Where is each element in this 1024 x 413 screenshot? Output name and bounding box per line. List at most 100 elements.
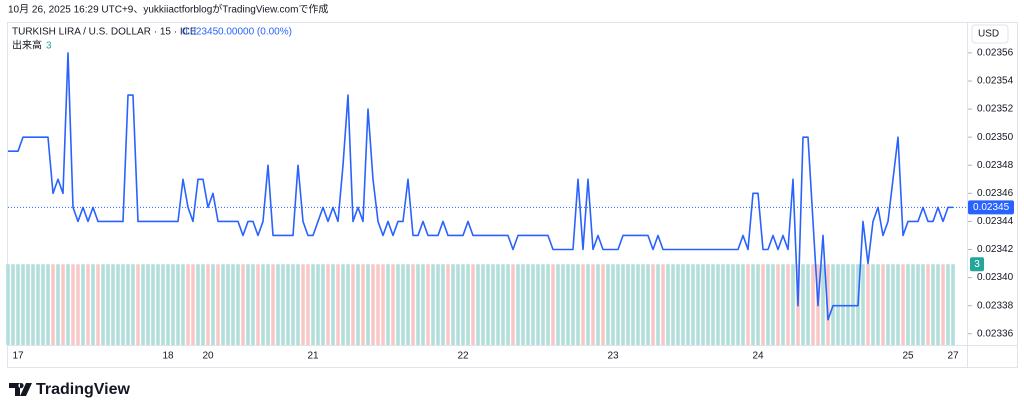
- x-tick-label: 17: [12, 351, 24, 362]
- volume-bar: [171, 264, 175, 345]
- price-line: [8, 52, 953, 321]
- volume-bar: [191, 264, 195, 345]
- volume-bar: [196, 264, 200, 345]
- volume-bar: [601, 264, 605, 345]
- volume-bar: [6, 264, 10, 345]
- volume-bar: [261, 264, 265, 345]
- volume-bar: [461, 264, 465, 345]
- volume-bar: [571, 264, 575, 345]
- volume-bar: [746, 264, 750, 345]
- volume-bar: [136, 264, 140, 345]
- volume-bar: [756, 264, 760, 345]
- volume-bar: [406, 264, 410, 345]
- volume-bar: [311, 264, 315, 345]
- volume-bar: [456, 264, 460, 345]
- last-volume-box: [970, 257, 984, 272]
- volume-bar: [201, 264, 205, 345]
- volume-bar: [646, 264, 650, 345]
- volume-bar: [71, 264, 75, 345]
- currency-box[interactable]: [971, 24, 1009, 44]
- currency-label[interactable]: USD: [978, 29, 999, 40]
- legend-title: TURKISH LIRA / U.S. DOLLAR · 15 · ICE: [12, 27, 197, 38]
- volume-bar: [236, 264, 240, 345]
- volume-bar: [661, 264, 665, 345]
- volume-bar: [566, 264, 570, 345]
- volume-bar: [176, 264, 180, 345]
- volume-bar: [361, 264, 365, 345]
- y-tick-label: 0.02348: [977, 160, 1014, 171]
- volume-bar: [721, 264, 725, 345]
- volume-bar: [411, 264, 415, 345]
- volume-bar: [81, 264, 85, 345]
- volume-bar: [476, 264, 480, 345]
- logo: TradingView: [9, 381, 131, 398]
- volume-bar: [211, 264, 215, 345]
- header-caption: 10月 26, 2025 16:29 UTC+9、yukkiiactforblo…: [8, 3, 328, 16]
- volume-bar: [651, 264, 655, 345]
- volume-bar: [556, 264, 560, 345]
- volume-bar: [726, 264, 730, 345]
- volume-bar: [611, 264, 615, 345]
- y-tick-label: 0.02352: [977, 104, 1014, 115]
- logo-mark: [9, 383, 32, 396]
- last-price-box: [968, 200, 1014, 215]
- volume-bar: [141, 264, 145, 345]
- volume-bar: [671, 264, 675, 345]
- volume-bar: [256, 264, 260, 345]
- x-tick-label: 27: [947, 351, 959, 362]
- volume-bar: [696, 264, 700, 345]
- volume-bar: [161, 264, 165, 345]
- volume-bar: [216, 264, 220, 345]
- volume-bar: [516, 264, 520, 345]
- volume-bar: [156, 264, 160, 345]
- volume-bar: [346, 264, 350, 345]
- volume-bar: [771, 264, 775, 345]
- volume-bar: [26, 264, 30, 345]
- volume-bar: [221, 264, 225, 345]
- volume-bar: [686, 264, 690, 345]
- volume-bar: [186, 264, 190, 345]
- x-tick-label: 24: [752, 351, 764, 362]
- volume-bar: [146, 264, 150, 345]
- volume-bar: [66, 264, 70, 345]
- volume-bar: [21, 264, 25, 345]
- volume-bar: [521, 264, 525, 345]
- volume-bar: [391, 264, 395, 345]
- volume-bar: [491, 264, 495, 345]
- volume-bar: [881, 264, 885, 345]
- volume-bar: [581, 264, 585, 345]
- volume-bar: [861, 264, 865, 345]
- volume-bar: [226, 264, 230, 345]
- volume-bar: [741, 264, 745, 345]
- volume-bar: [496, 264, 500, 345]
- volume-bar: [706, 264, 710, 345]
- volume-bar: [736, 264, 740, 345]
- y-tick-label: 0.02350: [977, 132, 1014, 143]
- volume-bar: [76, 264, 80, 345]
- volume-bar: [431, 264, 435, 345]
- volume-bar: [591, 264, 595, 345]
- volume-bar: [666, 264, 670, 345]
- volume-bar: [561, 264, 565, 345]
- x-tick-label: 20: [202, 351, 214, 362]
- volume-bar: [711, 264, 715, 345]
- x-tick-label: 18: [162, 351, 174, 362]
- volume-bar: [206, 264, 210, 345]
- volume-bar: [941, 264, 945, 345]
- volume-bar: [446, 264, 450, 345]
- volume-bar: [101, 264, 105, 345]
- y-tick-label: 0.02354: [977, 76, 1014, 87]
- y-tick-label: 0.02338: [977, 300, 1014, 311]
- volume-bar: [716, 264, 720, 345]
- volume-bar: [886, 264, 890, 345]
- y-tick-label: 0.02356: [977, 48, 1014, 59]
- volume-bar: [951, 264, 955, 345]
- volume-bar: [451, 264, 455, 345]
- volume-bar: [511, 264, 515, 345]
- volume-bar: [801, 264, 805, 345]
- volume-bar: [606, 264, 610, 345]
- volume-bar: [831, 264, 835, 345]
- volume-bar: [806, 264, 810, 345]
- brand-name: TradingView: [36, 381, 131, 398]
- volume-bar: [381, 264, 385, 345]
